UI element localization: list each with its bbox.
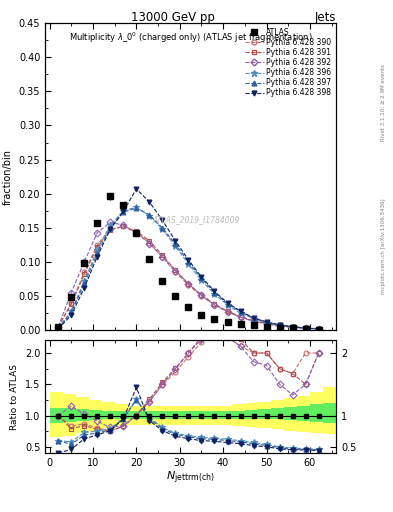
Text: mcplots.cern.ch [arXiv:1306.3436]: mcplots.cern.ch [arXiv:1306.3436] <box>381 198 386 293</box>
Y-axis label: Ratio to ATLAS: Ratio to ATLAS <box>10 364 19 430</box>
X-axis label: $N_{\mathrm{jettrm(ch)}}$: $N_{\mathrm{jettrm(ch)}}$ <box>166 470 215 486</box>
Text: Multiplicity $\lambda\_0^0$ (charged only) (ATLAS jet fragmentation): Multiplicity $\lambda\_0^0$ (charged onl… <box>69 31 312 45</box>
Text: ATLAS_2019_I1784009: ATLAS_2019_I1784009 <box>153 215 240 224</box>
Text: Rivet 3.1.10; ≥ 2.9M events: Rivet 3.1.10; ≥ 2.9M events <box>381 64 386 141</box>
Text: 13000 GeV pp: 13000 GeV pp <box>131 11 215 25</box>
Y-axis label: fraction/bin: fraction/bin <box>3 148 13 205</box>
Text: Jets: Jets <box>314 11 336 25</box>
Legend: ATLAS, Pythia 6.428 390, Pythia 6.428 391, Pythia 6.428 392, Pythia 6.428 396, P: ATLAS, Pythia 6.428 390, Pythia 6.428 39… <box>242 25 334 100</box>
